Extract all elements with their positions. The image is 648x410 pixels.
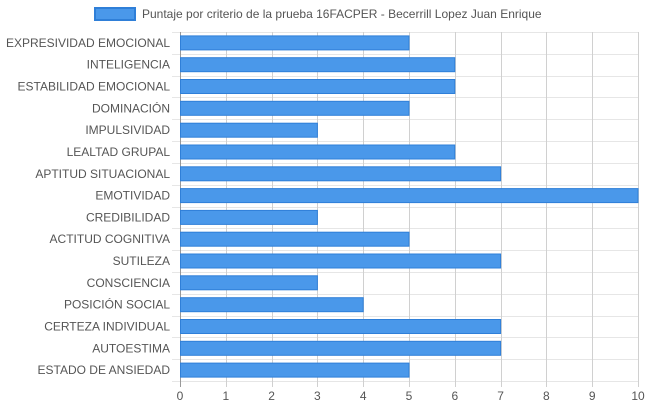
x-tick-label: 8 [543,389,550,403]
category-label: APTITUD SITUACIONAL [35,167,170,181]
category-label: POSICIÓN SOCIAL [64,297,170,312]
x-tick-label: 0 [177,389,184,403]
bar[interactable] [180,122,318,138]
bar[interactable] [180,188,639,204]
category-label: ESTADO DE ANSIEDAD [38,363,171,377]
x-tick-label: 5 [406,389,413,403]
category-label: DOMINACIÓN [92,100,170,115]
x-tick-label: 6 [451,389,458,403]
legend-swatch [94,7,136,21]
bar[interactable] [180,144,456,160]
bar[interactable] [180,319,502,334]
x-axis-ticks: 0 1 2 3 4 5 6 7 8 9 10 [177,389,645,403]
x-tick-label: 1 [222,389,229,403]
bar[interactable] [180,35,410,51]
category-label: SUTILEZA [113,254,170,268]
x-tick-label: 4 [360,389,367,403]
category-label: ESTABILIDAD EMOCIONAL [18,80,171,94]
category-label: INTELIGENCIA [87,58,170,72]
bar[interactable] [180,100,410,116]
bar[interactable] [180,340,502,356]
category-label: EMOTIVIDAD [95,189,170,203]
category-label: AUTOESTIMA [92,341,170,355]
bar[interactable] [180,275,318,291]
bars [180,35,639,378]
category-labels: EXPRESIVIDAD EMOCIONAL INTELIGENCIA ESTABI… [6,36,170,377]
bar[interactable] [180,253,502,269]
legend[interactable]: Puntaje por criterio de la prueba 16FACP… [94,7,542,21]
category-label: CONSCIENCIA [87,276,170,290]
category-label: LEALTAD GRUPAL [67,145,171,159]
bar[interactable] [180,209,318,225]
x-tick-label: 10 [631,389,645,403]
category-label: IMPULSIVIDAD [85,123,170,137]
bar[interactable] [180,79,456,94]
category-label: CREDIBILIDAD [86,210,170,224]
bar[interactable] [180,57,456,73]
category-label: CERTEZA INDIVIDUAL [44,320,170,334]
bar[interactable] [180,297,364,313]
category-label: EXPRESIVIDAD EMOCIONAL [6,36,170,50]
bar[interactable] [180,231,410,247]
x-tick-label: 2 [268,389,275,403]
x-tick-label: 7 [497,389,504,403]
bar[interactable] [180,166,502,182]
legend-label: Puntaje por criterio de la prueba 16FACP… [142,7,542,21]
x-tick-label: 9 [589,389,596,403]
category-label: ACTITUD COGNITIVA [50,232,170,246]
x-tick-label: 3 [314,389,321,403]
bar[interactable] [180,362,410,378]
